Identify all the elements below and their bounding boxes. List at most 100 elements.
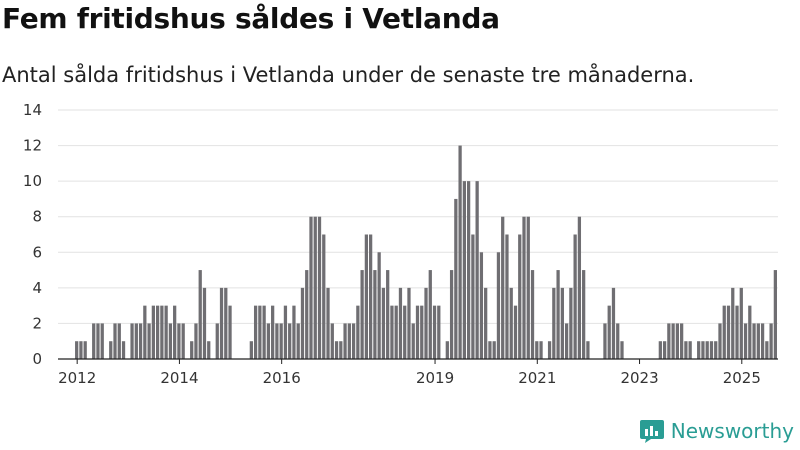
bar [194, 323, 198, 359]
chart-subtitle: Antal sålda fritidshus i Vetlanda under … [2, 63, 695, 87]
bar [760, 323, 765, 359]
bar [215, 323, 219, 359]
y-tick-label: 10 [23, 172, 42, 190]
bar [582, 270, 586, 359]
bar [347, 323, 351, 359]
bar [420, 305, 424, 359]
bar [253, 305, 258, 359]
bar [552, 287, 556, 359]
bar [79, 341, 83, 359]
bar [258, 305, 262, 359]
x-tick-label: 2019 [416, 369, 454, 387]
bar [356, 305, 360, 359]
bar [428, 270, 432, 359]
bar [96, 323, 100, 359]
bar [526, 216, 530, 359]
newsworthy-logo-icon [639, 420, 664, 443]
bar [147, 323, 151, 359]
bar [313, 216, 317, 359]
bar [151, 305, 155, 359]
bar [471, 234, 475, 359]
bar [424, 287, 428, 359]
bar [364, 234, 369, 359]
bar [547, 341, 552, 359]
bar [564, 323, 569, 359]
bar [75, 341, 79, 359]
bar [743, 323, 748, 359]
bar [569, 287, 573, 359]
bar [484, 287, 488, 359]
bar [369, 234, 373, 359]
highlight-value-label: 5 [779, 95, 790, 100]
bar [518, 234, 522, 359]
bar [373, 270, 377, 359]
bar [300, 287, 305, 359]
bar [739, 287, 743, 359]
y-tick-label: 0 [32, 350, 42, 368]
bar [709, 341, 714, 359]
bar [377, 252, 381, 359]
bar [752, 323, 756, 359]
bar [228, 305, 232, 359]
bar [271, 305, 275, 359]
bar [530, 270, 535, 359]
bar [330, 323, 334, 359]
bar [283, 305, 288, 359]
bar [339, 341, 343, 359]
bar [207, 341, 211, 359]
bar [714, 341, 718, 359]
bar [748, 305, 752, 359]
bar [505, 234, 509, 359]
y-tick-label: 8 [32, 208, 42, 226]
bar [134, 323, 138, 359]
bar [586, 341, 590, 359]
bar [100, 323, 104, 359]
bar [317, 216, 322, 359]
bar [343, 323, 347, 359]
bar [117, 323, 121, 359]
x-tick-label: 2016 [263, 369, 301, 387]
bar [475, 181, 479, 359]
bar [138, 323, 143, 359]
brand-name: Newsworthy [670, 419, 794, 443]
annotations: 5 [779, 95, 790, 100]
bar [535, 341, 539, 359]
bar [202, 287, 207, 359]
y-tick-label: 12 [23, 137, 42, 155]
bar [360, 270, 364, 359]
bar [539, 341, 543, 359]
bar [556, 270, 560, 359]
bar [381, 287, 386, 359]
bar [407, 287, 411, 359]
bar [522, 216, 526, 359]
bar [109, 341, 113, 359]
bar [697, 341, 701, 359]
bar [675, 323, 680, 359]
bar [181, 323, 185, 359]
y-axis: 0 2 4 6 8 10 12 14 [23, 101, 42, 368]
bar [411, 323, 415, 359]
bar [718, 323, 722, 359]
bar [403, 305, 407, 359]
bar [386, 270, 390, 359]
bar [662, 341, 667, 359]
bar [454, 198, 458, 359]
bar [177, 323, 181, 359]
bar [394, 305, 398, 359]
bar [445, 341, 449, 359]
bar [198, 270, 202, 359]
bar [449, 270, 454, 359]
bar [249, 341, 253, 359]
bar [731, 287, 735, 359]
bar [266, 323, 271, 359]
bar [275, 323, 279, 359]
bar [769, 323, 773, 359]
bar [432, 305, 437, 359]
bar [296, 323, 300, 359]
bar [479, 252, 484, 359]
bar [680, 323, 684, 359]
bar [309, 216, 313, 359]
y-tick-label: 2 [32, 314, 42, 332]
bar [437, 305, 441, 359]
bar [351, 323, 356, 359]
